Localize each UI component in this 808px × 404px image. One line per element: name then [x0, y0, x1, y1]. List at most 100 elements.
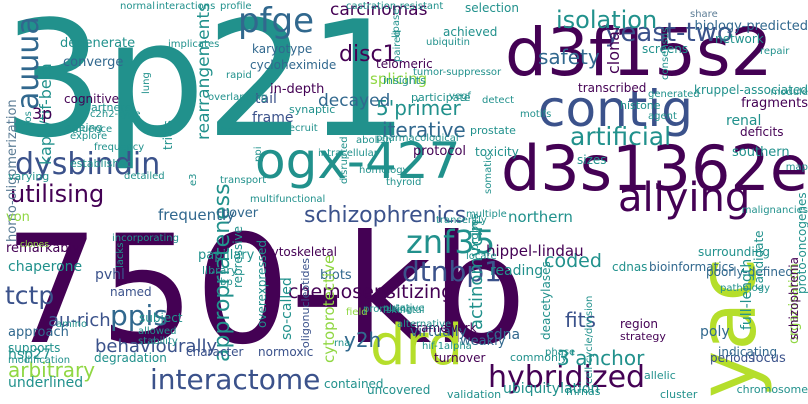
- word-agent: agent: [648, 111, 677, 122]
- word-ogx-427: ogx-427: [255, 132, 461, 190]
- word-cycloheximide: cycloheximide: [250, 58, 337, 72]
- word-tumor-suppressor: tumor-suppressor: [413, 67, 502, 78]
- word-achieved: achieved: [443, 25, 498, 39]
- word-repressive: repressive: [231, 225, 245, 288]
- word-library: library: [202, 264, 238, 277]
- word-hybridized: hybridized: [488, 360, 646, 395]
- word-varying: varying: [8, 170, 50, 183]
- word-putative: putative: [383, 303, 425, 314]
- word-repair: repair: [760, 46, 790, 57]
- word-northern: northern: [508, 208, 573, 226]
- word-ppis: ppis: [110, 299, 168, 332]
- word-y2h: y2h: [344, 328, 382, 352]
- word-generated: generated: [648, 89, 700, 100]
- word-map: map: [785, 162, 808, 173]
- word-approach: approach: [8, 325, 69, 340]
- word-clones: clones: [20, 240, 49, 250]
- word-supports: supports: [8, 341, 61, 355]
- word-contig: contig: [538, 80, 694, 138]
- word-750-kb: 750-kb: [4, 204, 527, 378]
- word-au-rich: au-rich: [48, 310, 111, 331]
- word-subject: subject: [139, 311, 183, 325]
- word-rna: rna: [334, 338, 351, 349]
- word-stability: stability: [138, 336, 178, 347]
- word-tctp: tctp: [5, 281, 55, 310]
- word-character: character: [186, 345, 244, 359]
- word-candidate: candidate: [752, 230, 766, 290]
- word-telomeric: telomeric: [376, 57, 433, 71]
- word-transently: transently: [436, 215, 487, 226]
- word-iterative: iterative: [382, 118, 466, 142]
- word-multiple: multiple: [466, 209, 507, 220]
- word-interactions: interactions: [156, 1, 216, 12]
- word-karyotype: karyotype: [252, 42, 313, 56]
- word-blots: blots: [320, 268, 352, 283]
- word-explore: explore: [70, 131, 108, 142]
- word-tail: tail: [255, 91, 277, 107]
- word-underlined: underlined: [8, 375, 84, 391]
- word-probes: probes: [468, 213, 481, 251]
- word-d3s1362e: d3s1362e: [500, 132, 808, 205]
- word-oligonucleotides: oligonucleotides: [299, 258, 312, 348]
- word-deacetylases: deacetylases: [539, 261, 553, 340]
- word-dysbindin: dysbindin: [15, 147, 161, 182]
- word-poly: poly: [700, 324, 730, 340]
- word-periods: periods: [710, 351, 755, 365]
- word-chaperone: chaperone: [8, 259, 83, 275]
- word-lung: lung: [141, 72, 152, 94]
- word-surrounding: surrounding: [698, 245, 770, 259]
- word-modification: modification: [8, 355, 71, 366]
- word-fos: fos: [23, 111, 34, 126]
- word-network: network: [715, 32, 764, 46]
- word-remarkably: remarkably: [6, 241, 80, 256]
- word-named: named: [110, 285, 152, 299]
- word-kruppel-associated: kruppel-associated: [694, 83, 808, 97]
- word-malignancies: malignancies: [741, 205, 808, 216]
- word-homology: homology: [359, 165, 409, 176]
- word-toxicity: toxicity: [475, 145, 519, 159]
- word-insights: insights: [383, 74, 426, 87]
- word-ppi: ppi: [253, 146, 264, 162]
- word-interactome: interactome: [150, 363, 321, 396]
- word-weakly: weakly: [460, 334, 506, 349]
- word-biology-predicted: biology-predicted: [694, 19, 808, 34]
- word-cdnas: cdnas: [612, 260, 648, 274]
- word-fits: fits: [565, 308, 596, 332]
- word-poorly-defined: poorly-defined: [706, 265, 793, 279]
- word-allying: allying: [618, 175, 751, 221]
- word-e3: e3: [188, 173, 199, 186]
- word-yeast-two: yeast-two: [605, 18, 733, 48]
- word-transcribed: transcribed: [578, 81, 647, 95]
- word-fragments: fragments: [741, 96, 808, 111]
- word-frequency: frequency: [94, 142, 145, 153]
- word-utilising: utilising: [10, 180, 105, 208]
- word-cell-cycle-division: cell-cycle/division: [584, 295, 595, 384]
- word-decayed: decayed: [318, 91, 391, 111]
- word-region: region: [620, 317, 658, 331]
- word-clonal: clonal: [604, 26, 623, 74]
- word-southern: southern: [732, 145, 790, 160]
- word-pathology: pathology: [720, 283, 771, 294]
- word-contained: contained: [324, 377, 384, 391]
- word-d3f15s2: d3f15s2: [505, 14, 773, 91]
- word-thyroid: thyroid: [386, 177, 422, 188]
- word-incorporating: incorporating: [112, 233, 179, 244]
- word-so-called: so-called: [279, 277, 295, 340]
- word-in-depth: in-depth: [270, 82, 325, 97]
- word-renal: renal: [726, 113, 762, 129]
- word-overexpressed: overexpressed: [255, 240, 269, 328]
- word-strategy: strategy: [620, 330, 666, 343]
- word-paired: paired: [392, 30, 403, 62]
- word-intracellular: intracellular: [318, 148, 378, 159]
- word-3p: 3p: [32, 104, 53, 123]
- word-trials: trials: [161, 120, 175, 150]
- word-vegf: vegf: [449, 91, 471, 102]
- word-drd: drd: [370, 313, 464, 378]
- word-detailed: detailed: [124, 171, 165, 182]
- word-validation: validation: [447, 388, 502, 401]
- word-participate: participate: [411, 91, 471, 104]
- word-chromosome: chromosome: [736, 383, 808, 396]
- word-ageing: ageing: [65, 121, 103, 134]
- word-castration-resistant: castration-resistant: [346, 1, 444, 12]
